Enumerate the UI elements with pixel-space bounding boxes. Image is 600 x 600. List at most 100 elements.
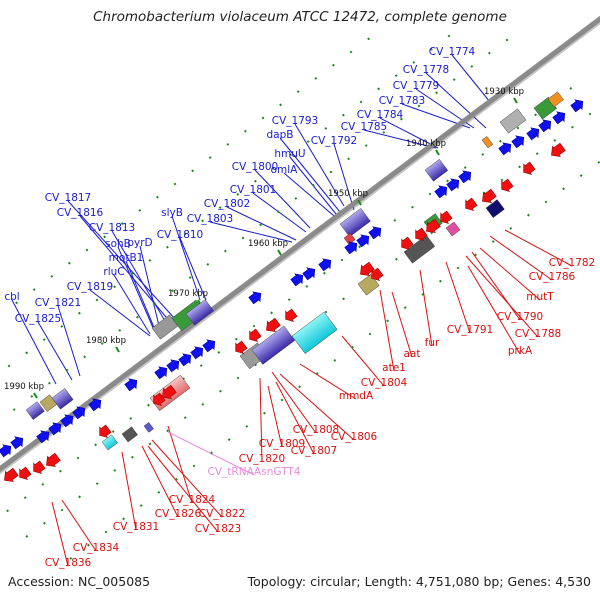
guide-dot <box>148 258 152 262</box>
reverse-gene-label: CV_1809 <box>259 438 306 450</box>
domain-dark-rect <box>403 234 436 264</box>
guide-dot <box>505 38 509 42</box>
guide-dot <box>287 298 291 302</box>
reverse-gene-label-leader <box>445 261 471 334</box>
reverse-gene-arrow <box>426 218 441 234</box>
guide-dot <box>83 355 86 359</box>
guide-dot <box>481 153 485 156</box>
forward-gene-label: omlA <box>271 164 299 176</box>
guide-dot <box>85 248 89 252</box>
tick-mark <box>33 392 38 399</box>
guide-dot <box>439 279 442 283</box>
forward-gene-label-leader <box>89 289 151 337</box>
forward-gene-label-leader <box>179 237 207 301</box>
guide-dot <box>395 257 398 261</box>
guide-dot <box>333 358 337 362</box>
guide-dot <box>60 324 64 328</box>
reverse-gene-arrow <box>371 267 384 282</box>
guide-dot <box>78 495 81 499</box>
guide-dot <box>245 424 249 428</box>
reverse-gene-arrow <box>33 460 46 475</box>
forward-gene-arrow <box>318 258 332 272</box>
forward-gene-arrow <box>552 111 566 125</box>
forward-gene-label-leader <box>333 143 355 211</box>
guide-dot <box>118 328 122 332</box>
guide-dot <box>562 187 566 191</box>
guide-dot <box>217 350 221 354</box>
guide-dot <box>120 222 124 225</box>
gene-arrows <box>0 99 584 483</box>
axis-line <box>0 15 600 473</box>
forward-gene-arrow <box>72 406 86 420</box>
guide-dot <box>224 249 227 253</box>
forward-gene-label-leader <box>117 246 155 331</box>
reverse-gene-label-leader <box>167 425 193 504</box>
guide-dot <box>171 289 174 293</box>
guide-dot <box>32 288 36 292</box>
domain-purple <box>424 158 449 182</box>
guide-dot <box>342 113 345 117</box>
guide-dot <box>315 372 319 376</box>
forward-gene-label: rluC <box>103 266 124 278</box>
guide-dot <box>569 87 573 90</box>
guide-dot <box>219 389 222 393</box>
forward-gene-label-leader <box>57 305 81 377</box>
reverse-gene-arrow <box>4 467 19 483</box>
guide-dot <box>488 51 491 55</box>
guide-dot <box>157 490 161 494</box>
reverse-gene-label: mutT <box>526 291 554 303</box>
tick-label: 1940 kbp <box>406 139 446 149</box>
domain-navy <box>485 199 505 218</box>
forward-gene-label-leader <box>111 230 169 327</box>
guide-dot <box>367 37 370 41</box>
forward-gene-label: CV_1783 <box>379 95 426 107</box>
reverse-gene-label: mmdA <box>339 390 374 402</box>
guide-dot <box>261 116 265 120</box>
guide-dot <box>452 78 456 81</box>
guide-dot <box>340 258 344 262</box>
guide-dot <box>138 209 142 212</box>
guide-dot <box>156 195 159 199</box>
guide-dot <box>324 127 328 130</box>
guide-dot <box>191 169 194 173</box>
guide-dot <box>199 364 203 368</box>
forward-gene-arrow <box>356 234 370 248</box>
forward-gene-arrow <box>10 436 24 450</box>
tick-mark <box>357 199 362 206</box>
forward-gene-arrow <box>344 241 358 255</box>
forward-gene-label-leader <box>171 215 201 301</box>
forward-gene-label: motB1 <box>109 252 144 264</box>
reverse-gene-label-leader <box>61 499 97 552</box>
forward-gene-arrow <box>60 414 74 428</box>
guide-dot <box>41 482 45 486</box>
guide-dot <box>94 443 97 447</box>
guide-dot <box>518 165 522 169</box>
guide-dot <box>411 205 414 209</box>
forward-gene-label: sohB <box>105 238 131 250</box>
genome-title: Chromobacterium violaceum ATCC 12472, co… <box>93 9 507 25</box>
reverse-gene-label: CV_1782 <box>549 257 596 269</box>
guide-dot <box>342 297 345 301</box>
forward-gene-label-leader <box>252 192 307 233</box>
reverse-gene-label: CV_1836 <box>45 557 92 569</box>
domain-pink-rect <box>445 221 461 237</box>
forward-gene-label: slyB <box>161 207 183 219</box>
reverse-gene-arrow <box>266 317 281 333</box>
reverse-gene-label: CV_1786 <box>529 271 576 283</box>
guide-dot <box>332 63 335 67</box>
guide-dot <box>183 232 187 236</box>
forward-gene-label: CV_1803 <box>187 213 234 225</box>
reverse-gene-label: CV_1807 <box>291 445 338 457</box>
reverse-gene-arrow <box>501 178 514 193</box>
forward-gene-label: CV_1792 <box>311 135 358 147</box>
guide-dot <box>175 477 178 481</box>
forward-gene-label: CV_1819 <box>67 281 114 293</box>
domain-cyan <box>101 434 118 451</box>
forward-gene-label: CV_1816 <box>57 207 104 219</box>
reverse-gene-label-leader <box>267 385 283 448</box>
guide-dot <box>7 364 11 368</box>
guide-dot <box>210 451 213 455</box>
guide-dot <box>136 315 139 319</box>
forward-gene-arrow <box>434 185 448 199</box>
reverse-gene-label-leader <box>379 289 395 372</box>
